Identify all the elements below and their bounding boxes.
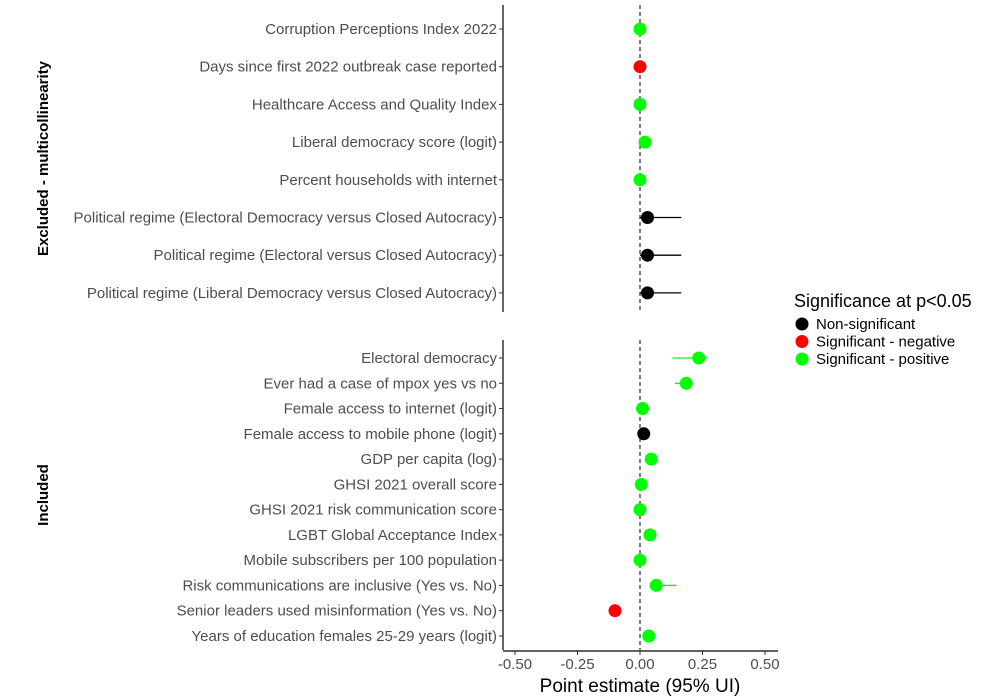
point-estimate xyxy=(637,427,651,441)
facet-label: Included xyxy=(35,464,52,526)
point-estimate xyxy=(649,578,663,592)
legend-label: Significant - positive xyxy=(816,351,949,368)
estimate-row: Female access to mobile phone (logit) xyxy=(244,426,651,443)
point-estimate xyxy=(641,286,654,300)
y-tick-label: Senior leaders used misinformation (Yes … xyxy=(177,603,497,620)
estimate-row: Days since first 2022 outbreak case repo… xyxy=(199,59,647,76)
y-tick-label: Liberal democracy score (logit) xyxy=(292,134,497,151)
point-estimate xyxy=(641,211,654,224)
estimate-row: LGBT Global Acceptance Index xyxy=(288,527,657,544)
estimate-row: Risk communications are inclusive (Yes v… xyxy=(182,577,677,594)
estimate-row: Political regime (Electoral versus Close… xyxy=(154,247,682,264)
point-estimate xyxy=(643,528,657,542)
y-tick-label: Healthcare Access and Quality Index xyxy=(252,96,498,113)
point-estimate xyxy=(638,135,652,149)
point-estimate xyxy=(641,248,654,262)
point-estimate xyxy=(644,452,658,466)
x-axis-title: Point estimate (95% UI) xyxy=(540,676,741,697)
y-tick-label: LGBT Global Acceptance Index xyxy=(288,527,498,544)
facet-label: Excluded - multicollinearity xyxy=(35,60,52,256)
legend-title: Significance at p<0.05 xyxy=(794,291,972,311)
point-estimate xyxy=(633,22,647,36)
estimate-row: GDP per capita (log) xyxy=(361,451,658,468)
estimate-row: Political regime (Electoral Democracy ve… xyxy=(74,210,682,227)
point-estimate xyxy=(633,60,647,74)
point-estimate xyxy=(633,173,647,187)
x-tick-label: -0.50 xyxy=(498,656,532,673)
estimate-row: Corruption Perceptions Index 2022 xyxy=(265,21,647,38)
legend-item: Significant - positive xyxy=(795,351,949,368)
point-estimate xyxy=(692,351,706,365)
y-tick-label: Political regime (Liberal Democracy vers… xyxy=(87,285,497,302)
estimate-row: Years of education females 25-29 years (… xyxy=(192,628,656,645)
estimate-row: GHSI 2021 risk communication score xyxy=(249,502,647,519)
x-tick-label: 0.50 xyxy=(750,656,779,673)
x-tick-label: 0.00 xyxy=(625,656,654,673)
legend-swatch xyxy=(795,317,809,331)
panel: Excluded - multicollinearity Corruption P… xyxy=(35,5,682,312)
y-tick-label: Political regime (Electoral Democracy ve… xyxy=(74,210,497,227)
estimate-row: Healthcare Access and Quality Index xyxy=(252,96,647,113)
point-estimate xyxy=(633,553,647,567)
y-tick-label: Political regime (Electoral versus Close… xyxy=(154,247,497,264)
y-tick-label: Female access to internet (logit) xyxy=(284,401,497,418)
y-tick-label: Days since first 2022 outbreak case repo… xyxy=(199,59,497,76)
x-tick-label: -0.25 xyxy=(560,656,594,673)
y-tick-label: Ever had a case of mpox yes vs no xyxy=(264,375,497,392)
estimate-row: Electoral democracy xyxy=(361,350,708,367)
legend-item: Significant - negative xyxy=(795,334,955,351)
y-tick-label: Corruption Perceptions Index 2022 xyxy=(265,21,497,38)
legend-swatch xyxy=(795,352,809,366)
y-tick-label: GDP per capita (log) xyxy=(361,451,497,468)
y-tick-label: GHSI 2021 risk communication score xyxy=(249,502,497,519)
point-estimate xyxy=(634,477,648,491)
panel: Included Electoral democracy Ever had a ca… xyxy=(35,340,708,650)
legend-label: Significant - negative xyxy=(816,334,955,351)
legend-swatch xyxy=(795,335,809,348)
point-estimate xyxy=(679,376,693,390)
plot-panels: Excluded - multicollinearity Corruption P… xyxy=(35,5,708,650)
legend: Significance at p<0.05 Non-significantSi… xyxy=(794,291,972,368)
y-tick-label: Years of education females 25-29 years (… xyxy=(192,628,497,645)
x-axis: -0.50 -0.25 0.00 0.25 0.50 xyxy=(498,650,780,673)
y-tick-label: Risk communications are inclusive (Yes v… xyxy=(182,577,497,594)
estimate-row: Mobile subscribers per 100 population xyxy=(244,552,647,569)
estimate-row: Political regime (Liberal Democracy vers… xyxy=(87,285,682,302)
y-tick-label: GHSI 2021 overall score xyxy=(334,476,497,493)
estimate-row: Ever had a case of mpox yes vs no xyxy=(264,375,693,392)
y-tick-label: Percent households with internet xyxy=(279,172,497,189)
x-tick-label: 0.25 xyxy=(688,656,717,673)
y-tick-label: Electoral democracy xyxy=(361,350,497,367)
y-tick-label: Mobile subscribers per 100 population xyxy=(244,552,497,569)
estimate-row: Female access to internet (logit) xyxy=(284,401,649,418)
estimate-row: GHSI 2021 overall score xyxy=(334,476,648,493)
point-estimate xyxy=(642,629,656,643)
point-estimate xyxy=(633,503,647,517)
legend-label: Non-significant xyxy=(816,316,916,333)
estimate-row: Liberal democracy score (logit) xyxy=(292,134,652,151)
point-estimate xyxy=(633,97,647,111)
estimate-row: Senior leaders used misinformation (Yes … xyxy=(177,603,622,620)
point-estimate xyxy=(636,402,649,416)
y-tick-label: Female access to mobile phone (logit) xyxy=(244,426,497,443)
estimate-row: Percent households with internet xyxy=(279,172,647,189)
legend-item: Non-significant xyxy=(795,316,916,333)
point-estimate xyxy=(608,604,622,618)
